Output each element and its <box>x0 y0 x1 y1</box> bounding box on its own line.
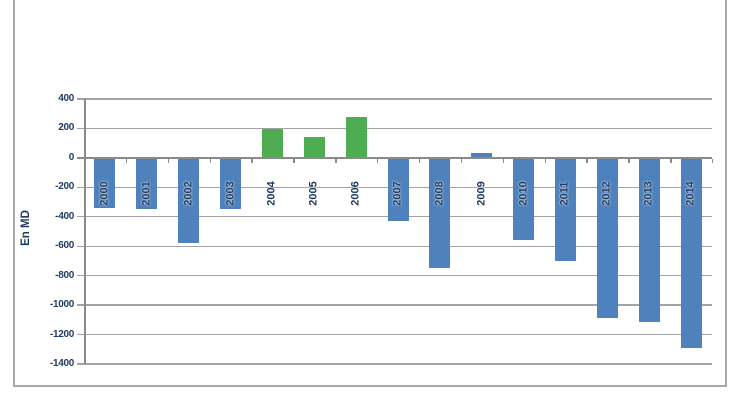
x-axis-tick <box>586 158 588 163</box>
gridline <box>77 363 712 365</box>
y-tick-label: 0 <box>68 151 75 163</box>
x-axis-tick <box>335 158 337 163</box>
x-label-2008: 2008 <box>433 181 446 206</box>
y-tick-label: 400 <box>58 93 74 104</box>
gridline <box>77 304 712 306</box>
x-label-2012: 2012 <box>600 181 613 206</box>
x-axis-tick <box>460 158 463 163</box>
bar-2001 <box>136 157 158 209</box>
bar-2009 <box>471 152 493 158</box>
x-axis-tick <box>293 158 295 163</box>
gridline <box>77 245 712 247</box>
x-label-2002: 2002 <box>182 181 195 206</box>
bar-2003 <box>220 157 242 210</box>
bar-2000 <box>94 157 116 208</box>
x-axis-tick <box>377 158 379 163</box>
bar-2007 <box>387 157 409 222</box>
x-axis-line <box>77 156 712 159</box>
x-axis-tick <box>670 158 672 163</box>
gridline <box>77 127 712 130</box>
y-tick-label: -200 <box>55 181 74 193</box>
bar-2013 <box>638 157 660 323</box>
x-label-2014: 2014 <box>684 181 697 206</box>
y-tick-label: -800 <box>55 269 74 281</box>
x-axis-tick <box>125 158 128 163</box>
x-axis-tick <box>544 158 546 163</box>
x-axis-tick <box>251 158 253 163</box>
x-label-2000: 2000 <box>98 181 111 206</box>
y-tick-label: 200 <box>58 122 74 134</box>
x-axis-tick <box>84 158 86 163</box>
x-label-2013: 2013 <box>642 181 655 206</box>
x-label-2007: 2007 <box>391 181 404 206</box>
x-axis-tick <box>628 158 630 163</box>
y-tick-label: -1400 <box>49 358 74 369</box>
y-tick-label: -1200 <box>49 328 74 340</box>
y-tick-label: -1000 <box>49 299 74 311</box>
chart-frame <box>13 0 727 387</box>
bar-2004 <box>261 129 283 158</box>
y-tick-label: -600 <box>55 240 74 252</box>
bar-2014 <box>680 157 702 348</box>
x-axis-tick <box>502 158 505 163</box>
gridline <box>77 98 712 100</box>
x-axis-tick <box>418 158 421 163</box>
bar-2005 <box>303 136 325 158</box>
x-label-2011: 2011 <box>558 181 571 206</box>
x-label-2005: 2005 <box>307 181 320 206</box>
gridline <box>77 333 712 336</box>
bar-2012 <box>596 157 618 319</box>
x-axis-tick <box>167 158 170 163</box>
bar-2002 <box>178 157 200 244</box>
x-label-2010: 2010 <box>517 181 530 206</box>
gridline <box>77 274 712 277</box>
bar-2006 <box>345 116 367 158</box>
x-axis-tick <box>209 158 211 163</box>
x-label-2001: 2001 <box>140 181 153 206</box>
x-label-2003: 2003 <box>224 181 237 206</box>
y-tick-label: -400 <box>55 210 74 222</box>
bar-2010 <box>513 157 535 240</box>
x-axis-tick <box>712 158 714 163</box>
bar-2008 <box>429 157 451 269</box>
y-axis-line <box>84 99 86 364</box>
x-label-2006: 2006 <box>349 181 362 206</box>
bar-2011 <box>554 157 576 261</box>
x-label-2004: 2004 <box>265 181 278 206</box>
x-label-2009: 2009 <box>475 181 488 206</box>
